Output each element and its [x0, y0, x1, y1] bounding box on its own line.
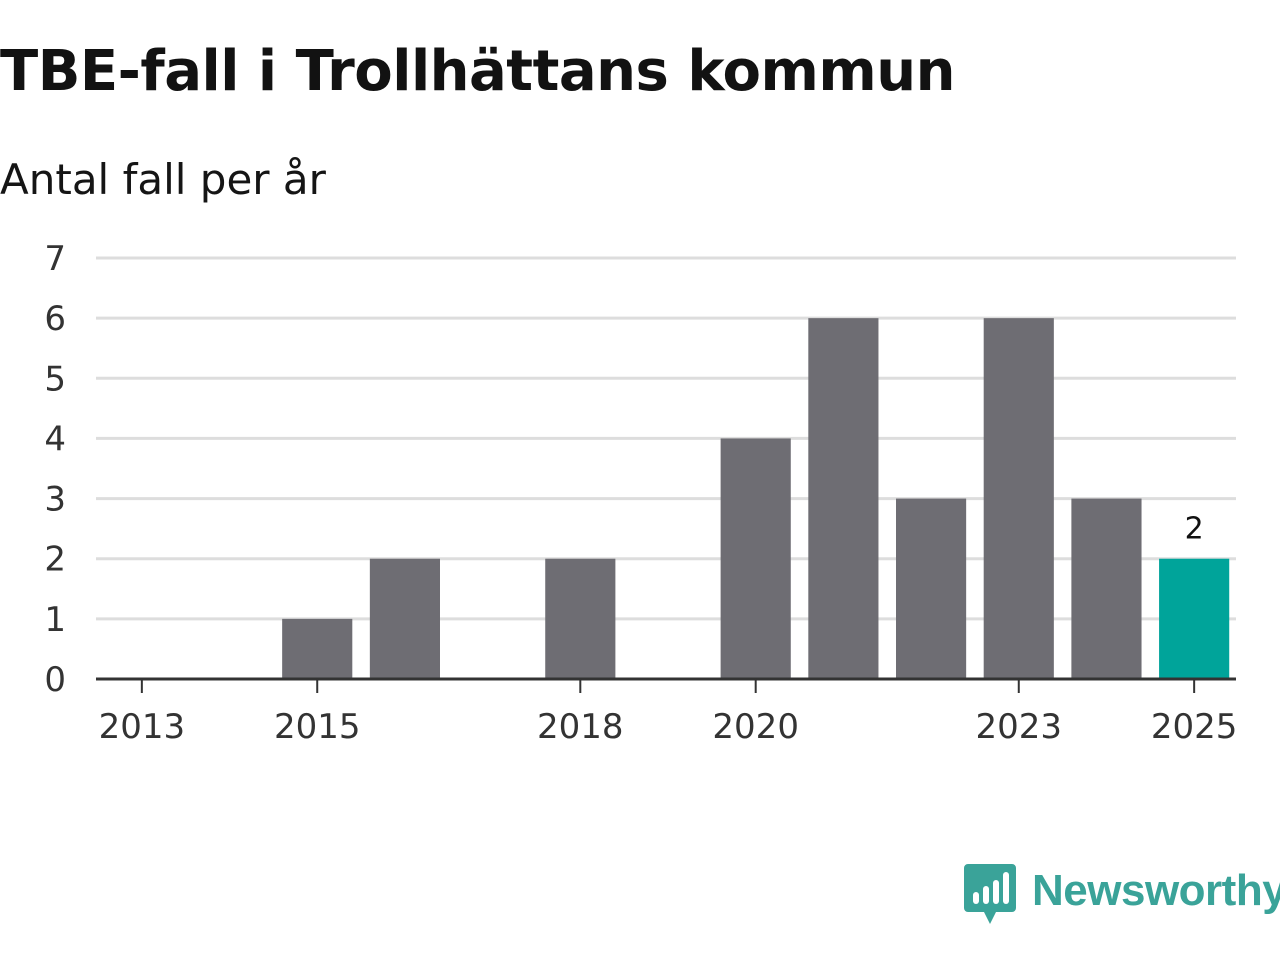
x-tick-label: 2023 [976, 707, 1063, 747]
x-tick-label: 2018 [537, 707, 624, 747]
y-tick-label: 1 [44, 600, 66, 640]
chart-subtitle: Antal fall per år [0, 155, 326, 204]
bar-2024 [1071, 498, 1142, 679]
y-tick-label: 4 [44, 419, 66, 459]
chart-title: TBE-fall i Trollhättans kommun [0, 39, 955, 104]
y-tick-label: 0 [44, 660, 66, 700]
bar-2021 [808, 318, 879, 679]
data-label-2025: 2 [1185, 512, 1204, 547]
y-tick-label: 5 [44, 359, 66, 399]
bar-2023 [983, 318, 1054, 679]
bar-2025 [1159, 558, 1230, 679]
y-tick-label: 7 [44, 239, 66, 279]
y-tick-label: 3 [44, 480, 66, 520]
bar-2018 [545, 558, 616, 679]
brand-name: Newsworthy [1032, 866, 1280, 915]
newsworthy-logo-icon [964, 864, 1016, 924]
brand-logo: Newsworthy [964, 862, 1280, 928]
x-tick-label: 2013 [99, 707, 186, 747]
bar-2022 [896, 498, 967, 679]
bar-2020 [720, 438, 791, 679]
x-tick-label: 2020 [712, 707, 799, 747]
y-tick-label: 2 [44, 540, 66, 580]
y-tick-label: 6 [44, 299, 66, 339]
bar-2015 [282, 618, 353, 679]
x-tick-label: 2025 [1151, 707, 1238, 747]
x-tick-label: 2015 [274, 707, 361, 747]
bar-2016 [369, 558, 440, 679]
